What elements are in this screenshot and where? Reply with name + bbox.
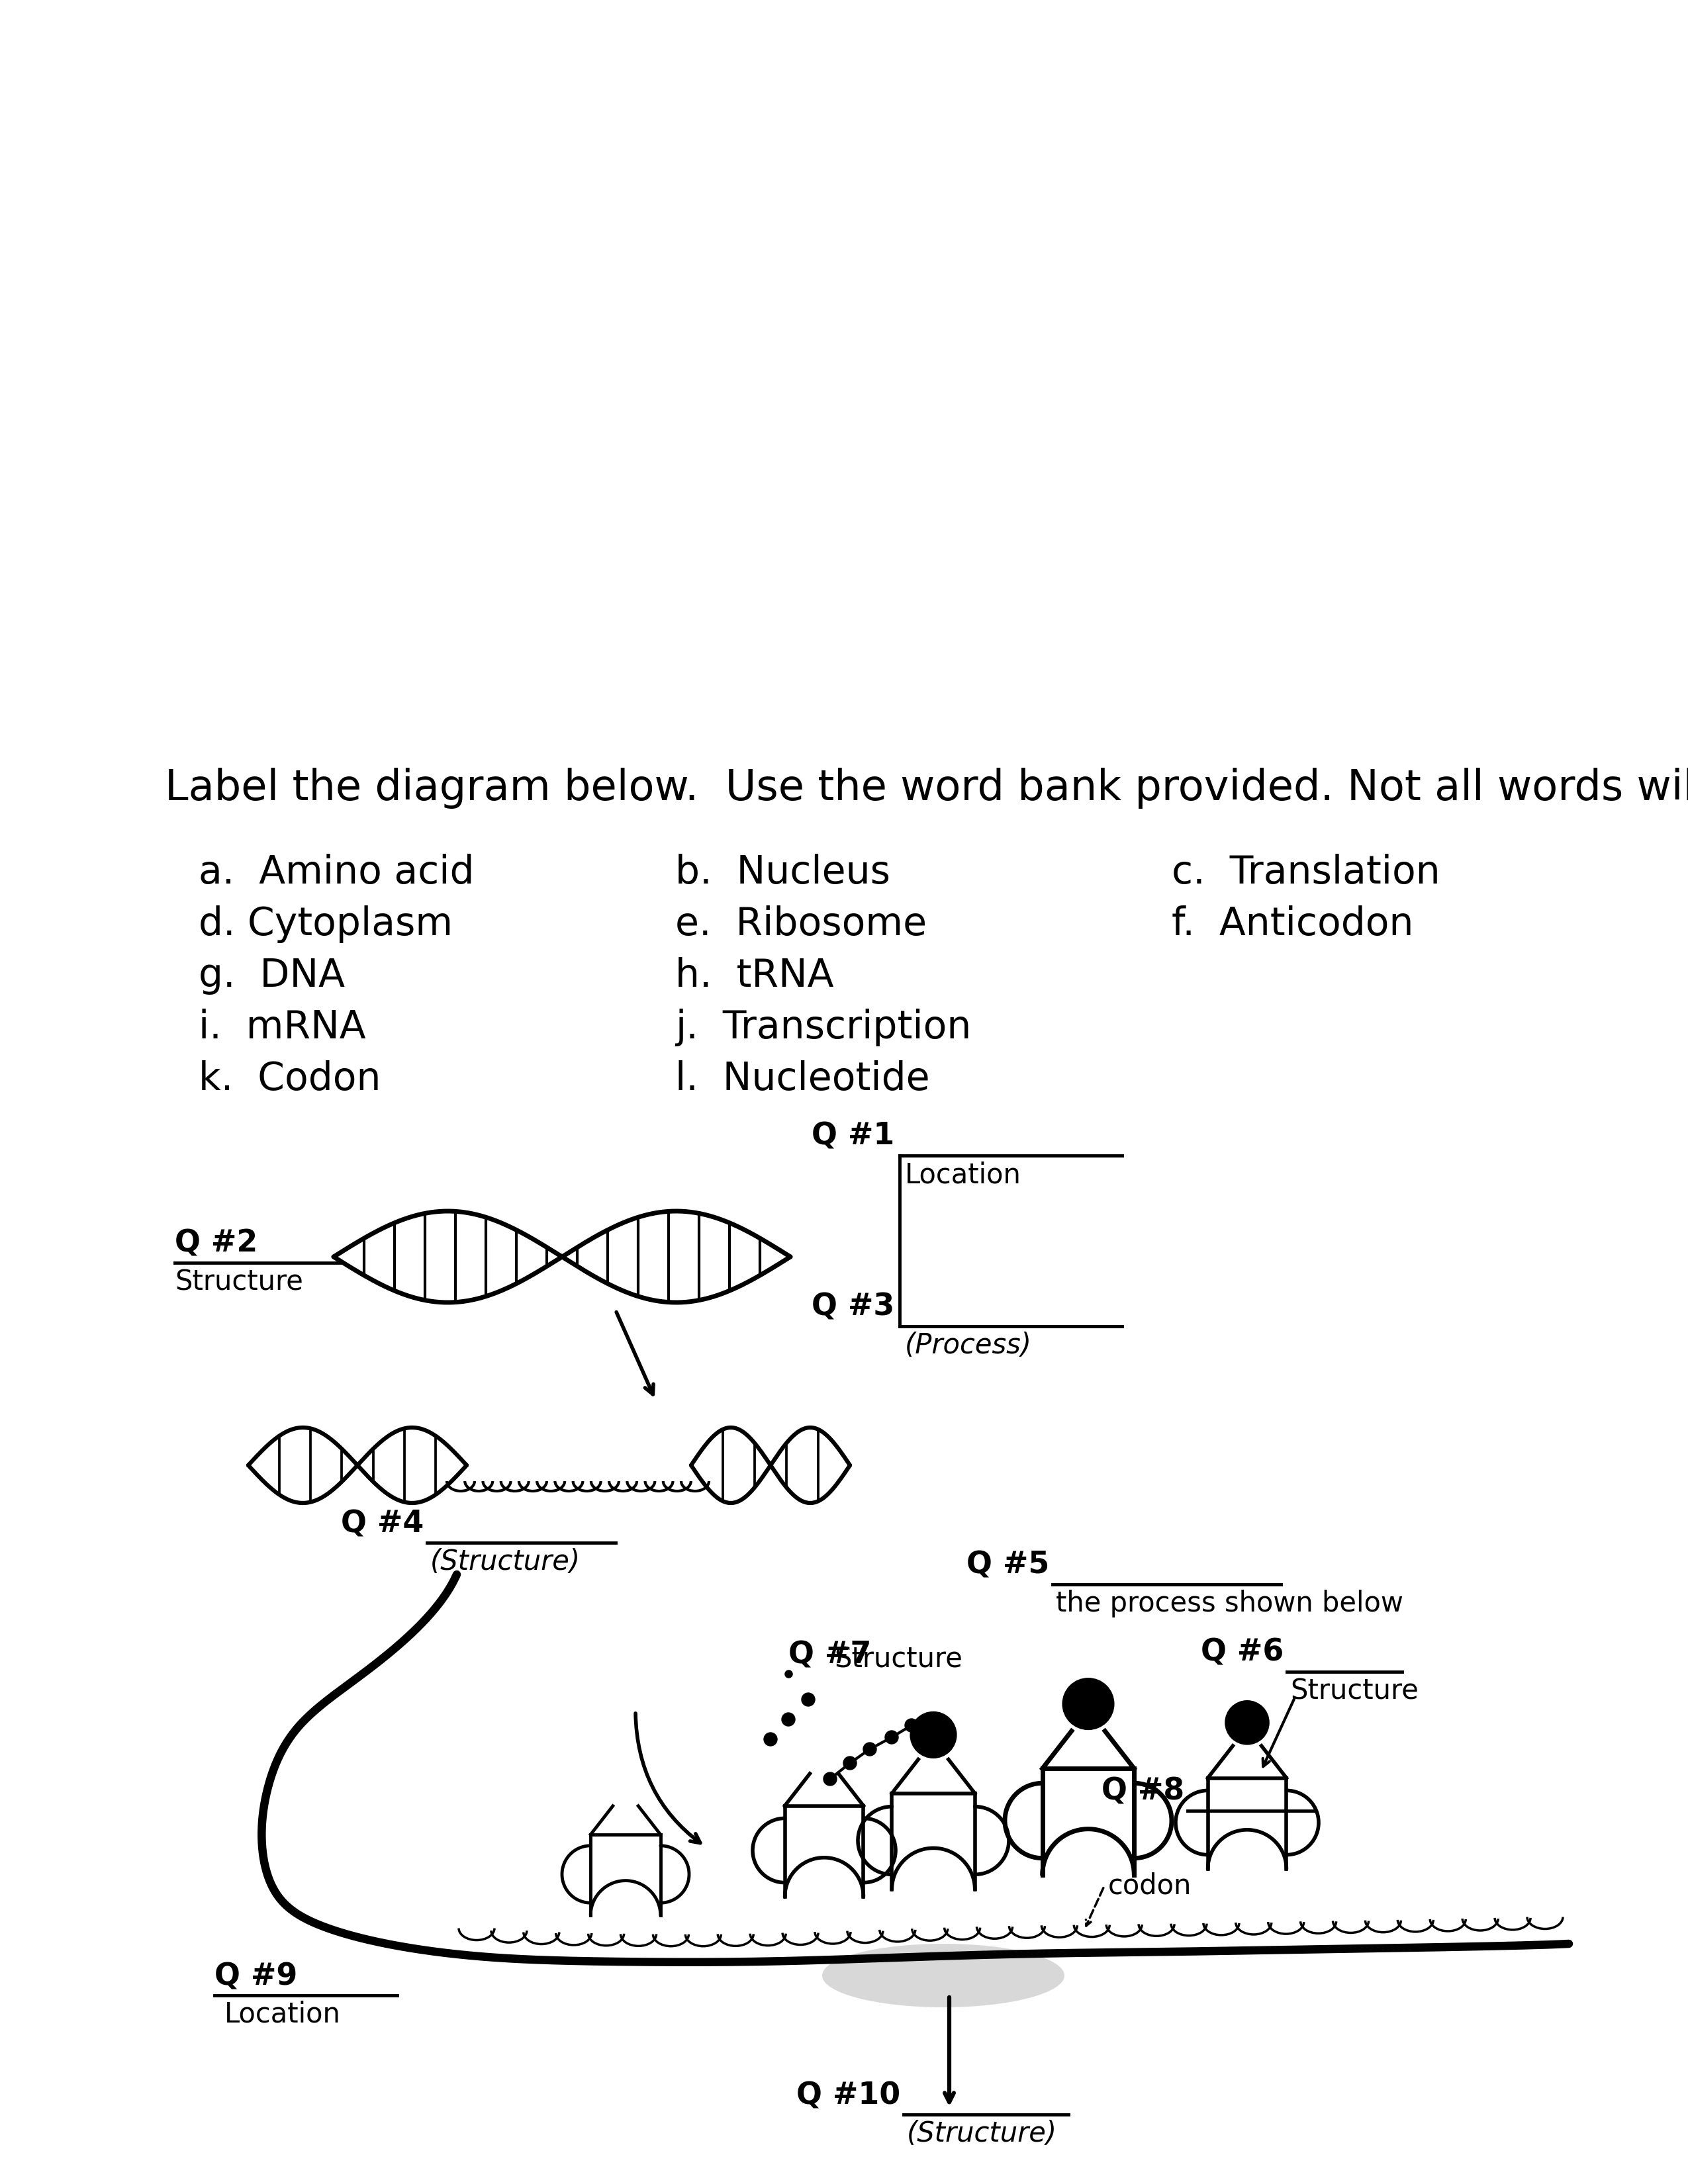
Text: Q #1: Q #1	[812, 1123, 895, 1151]
Text: j.  Transcription: j. Transcription	[675, 1009, 971, 1046]
Ellipse shape	[822, 1944, 1065, 2007]
Circle shape	[765, 1732, 776, 1745]
Text: f.  Anticodon: f. Anticodon	[1171, 906, 1413, 943]
Circle shape	[802, 1693, 815, 1706]
Text: b.  Nucleus: b. Nucleus	[675, 854, 890, 891]
Text: Q #6: Q #6	[1200, 1638, 1283, 1669]
Circle shape	[863, 1743, 876, 1756]
Text: codon: codon	[1107, 1872, 1192, 1900]
Circle shape	[885, 1730, 898, 1743]
Text: h.  tRNA: h. tRNA	[675, 957, 834, 994]
Text: i.  mRNA: i. mRNA	[199, 1009, 366, 1046]
Text: (Structure): (Structure)	[430, 1548, 581, 1577]
Text: k.  Codon: k. Codon	[199, 1059, 381, 1099]
Text: l.  Nucleotide: l. Nucleotide	[675, 1059, 930, 1099]
Text: Q #4: Q #4	[341, 1509, 424, 1540]
Text: Q #5: Q #5	[966, 1551, 1050, 1581]
Circle shape	[1063, 1679, 1114, 1730]
Text: the process shown below: the process shown below	[1055, 1590, 1403, 1618]
Text: a.  Amino acid: a. Amino acid	[199, 854, 474, 891]
Circle shape	[1225, 1701, 1269, 1745]
Text: (Structure): (Structure)	[906, 2121, 1057, 2147]
Text: Q #10: Q #10	[797, 2081, 900, 2110]
Text: Label the diagram below.  Use the word bank provided. Not all words will be used: Label the diagram below. Use the word ba…	[165, 769, 1688, 808]
Text: Location: Location	[905, 1162, 1021, 1188]
Text: Structure: Structure	[1290, 1677, 1418, 1706]
Text: Q #2: Q #2	[176, 1230, 258, 1258]
Circle shape	[912, 1712, 955, 1758]
Text: Structure: Structure	[176, 1269, 304, 1295]
Text: Q #7: Q #7	[788, 1640, 871, 1671]
Circle shape	[905, 1719, 918, 1732]
Text: (Process): (Process)	[905, 1332, 1031, 1358]
Text: c.  Translation: c. Translation	[1171, 854, 1440, 891]
Circle shape	[782, 1712, 795, 1725]
Text: Q #3: Q #3	[812, 1293, 895, 1321]
Text: d. Cytoplasm: d. Cytoplasm	[199, 906, 452, 943]
Text: e.  Ribosome: e. Ribosome	[675, 906, 927, 943]
Text: Q #8: Q #8	[1101, 1778, 1185, 1806]
Text: Q #9: Q #9	[214, 1961, 297, 1992]
Circle shape	[844, 1756, 856, 1769]
Text: Structure: Structure	[834, 1647, 962, 1673]
Circle shape	[824, 1773, 837, 1787]
Text: Location: Location	[225, 2001, 341, 2029]
Text: g.  DNA: g. DNA	[199, 957, 344, 994]
